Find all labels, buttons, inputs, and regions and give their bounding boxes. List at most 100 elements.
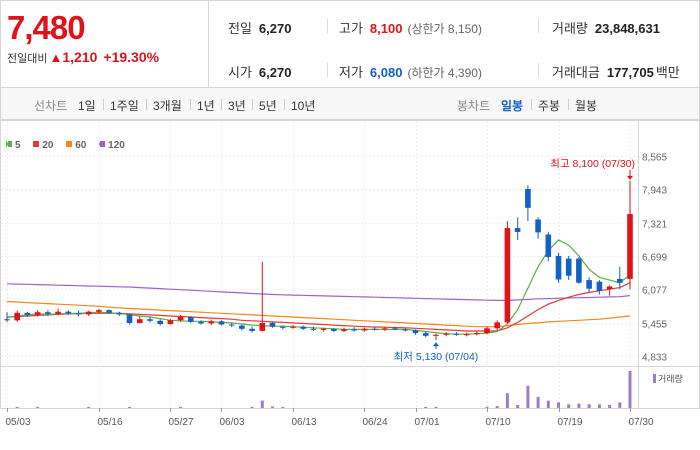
period-3y-button[interactable]: 3년 <box>228 99 246 113</box>
candle-body <box>453 333 460 335</box>
candle-body <box>382 328 388 330</box>
candle-body <box>351 329 357 331</box>
high-annotation: 최고 8,100 (07/30) <box>550 158 635 170</box>
period-10y-button[interactable]: 10년 <box>291 99 316 113</box>
high-stat: 고가 8,100 (상한가 8,150) <box>339 18 482 37</box>
volume-bar <box>424 406 428 408</box>
prev-close-label: 전일 <box>228 21 252 36</box>
weekly-candle-button[interactable]: 주봉 <box>538 99 561 113</box>
volume-bar <box>505 393 509 408</box>
price-change: 전일대비 ▲1,210 +19.30% <box>7 49 208 66</box>
candle-body <box>535 219 541 233</box>
y-tick-label: 8,565 <box>642 153 667 164</box>
candle-body <box>239 325 245 329</box>
candle-body <box>198 321 204 324</box>
legend-swatch <box>33 141 40 147</box>
candle-body <box>617 279 623 283</box>
y-tick-label: 7,943 <box>642 186 667 197</box>
y-tick-label: 6,077 <box>642 286 667 297</box>
candle-body <box>34 312 41 315</box>
volume-bar <box>36 406 40 408</box>
prev-close-stat: 전일 6,270 <box>228 18 291 37</box>
volume-bar <box>179 406 183 408</box>
amount-stat: 거래대금 177,705 백만 <box>552 62 687 81</box>
candle-body <box>565 258 572 276</box>
candle-body <box>24 312 31 315</box>
candle-body <box>586 280 592 289</box>
x-tick-label: 06/03 <box>220 417 245 428</box>
candle-body <box>259 322 266 331</box>
candle-body <box>545 234 552 257</box>
candle-body <box>157 320 163 324</box>
candle-body <box>463 334 470 336</box>
candle-body <box>137 319 143 323</box>
open-label: 시가 <box>228 65 252 80</box>
candle-body <box>596 281 603 291</box>
volume-bar <box>434 406 438 408</box>
candle-body <box>208 321 215 324</box>
candle-body <box>331 328 337 331</box>
period-3m-button[interactable]: 3개월 <box>153 99 182 113</box>
volume-bar <box>516 405 520 408</box>
change-percent: +19.30% <box>103 49 160 65</box>
period-1w-button[interactable]: 1주일 <box>110 99 139 113</box>
period-5y-button[interactable]: 5년 <box>259 99 277 113</box>
period-1d-button[interactable]: 1일 <box>78 99 96 113</box>
legend-label: 20 <box>42 140 54 151</box>
x-tick-label: 07/30 <box>629 417 654 428</box>
volume-bar <box>128 406 132 408</box>
volume-bar <box>577 403 581 408</box>
candle-body <box>4 319 10 321</box>
period-1y-button[interactable]: 1년 <box>197 99 215 113</box>
legend-ma60: 60 <box>66 140 86 151</box>
volume-value: 23,848,631 <box>594 21 660 36</box>
candle-body <box>474 333 480 335</box>
candle-body <box>177 317 184 321</box>
volume-bar <box>536 396 540 408</box>
candle-body <box>402 329 409 331</box>
legend-swatch <box>99 141 106 147</box>
x-tick-label: 05/27 <box>169 417 194 428</box>
price-box: 7,480 전일대비 ▲1,210 +19.30% <box>1 1 209 89</box>
divider <box>146 99 147 110</box>
candle-body <box>85 311 92 315</box>
volume-label: 거래량 <box>552 21 588 36</box>
prev-close-value: 6,270 <box>258 21 292 36</box>
candle-body <box>504 228 511 323</box>
candle-body <box>147 319 153 321</box>
volume-bar <box>557 402 560 408</box>
legend-label: 60 <box>75 140 87 151</box>
amount-value: 177,705 <box>606 65 654 80</box>
candle-body <box>361 328 368 331</box>
candle-body <box>167 320 174 325</box>
daily-candle-button[interactable]: 일봉 <box>501 99 524 113</box>
low-arrow-icon <box>432 342 439 347</box>
x-tick-label: 06/13 <box>292 417 317 428</box>
volume-bar <box>526 385 530 408</box>
candle-body <box>300 326 306 329</box>
ma120-line <box>6 283 631 301</box>
divider <box>538 19 539 33</box>
candle-body <box>269 322 276 327</box>
candle-body <box>116 312 123 315</box>
volume-bar <box>495 406 499 408</box>
x-tick-label: 05/16 <box>98 417 123 428</box>
volume-bar <box>546 400 550 408</box>
candle-body <box>371 328 378 330</box>
low-stat: 저가 6,080 (하한가 4,390) <box>339 62 482 81</box>
legend-swatch <box>66 141 73 147</box>
volume-bar <box>628 371 632 408</box>
divider <box>190 99 191 110</box>
volume-bar <box>618 402 622 408</box>
candle-body <box>627 214 633 279</box>
candle-body <box>249 328 255 331</box>
volume-bar <box>271 406 274 408</box>
monthly-candle-button[interactable]: 월봉 <box>575 99 598 113</box>
quote-header: 7,480 전일대비 ▲1,210 +19.30% 전일 6,270 시가 6,270 … <box>0 0 700 89</box>
candle-body <box>55 311 61 314</box>
volume-bar <box>485 406 489 408</box>
candle-body <box>341 329 347 331</box>
volume-bar <box>597 404 601 408</box>
volume-bar <box>250 406 254 408</box>
